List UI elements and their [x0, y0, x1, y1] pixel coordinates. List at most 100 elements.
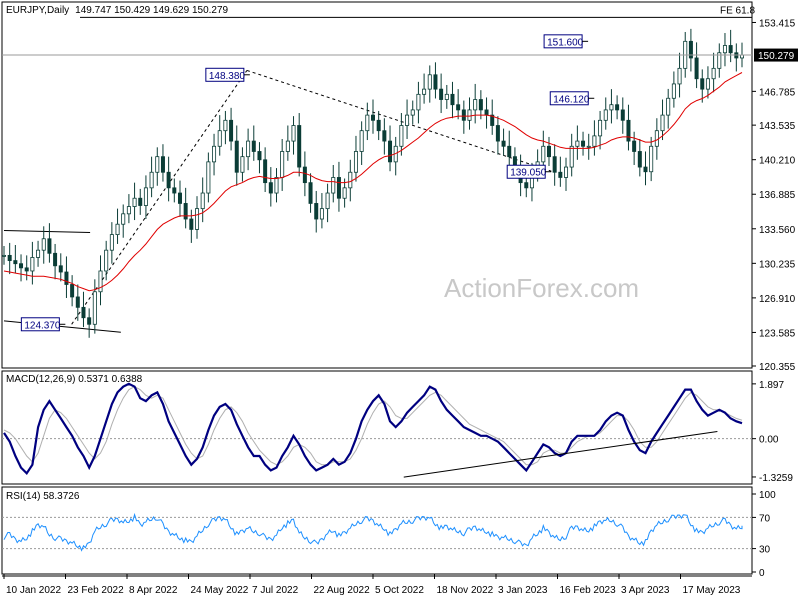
candle-body [143, 187, 148, 206]
svg-text:139.050: 139.050 [510, 168, 547, 179]
candle-body [694, 57, 699, 80]
candle-body [47, 238, 52, 254]
y-tick-label: 100 [759, 490, 776, 501]
candle-body [212, 145, 217, 163]
candle-body [138, 197, 143, 206]
candle-body [558, 171, 563, 178]
candle-body [81, 306, 86, 319]
candle-body [490, 114, 495, 126]
candle-body [234, 140, 239, 173]
macd-pane [1, 370, 753, 485]
candle-body [126, 206, 131, 215]
candle-body [581, 140, 586, 147]
svg-text:150.279: 150.279 [758, 51, 795, 62]
macd-signal-line [3, 386, 743, 466]
candle-body [677, 67, 682, 85]
candle-body [586, 145, 591, 148]
candle-body [200, 192, 205, 210]
candle-body [240, 156, 245, 173]
x-tick-label: 24 May 2022 [191, 585, 249, 596]
candle-body [308, 182, 313, 204]
y-tick-label: 120.355 [759, 362, 796, 373]
price-annotation: 148.380 [205, 67, 250, 82]
x-tick-label: 5 Oct 2022 [375, 585, 424, 596]
x-tick-label: 8 Apr 2022 [129, 585, 178, 596]
candle-body [87, 317, 92, 325]
candle-body [297, 125, 302, 168]
candle-body [654, 130, 659, 147]
candle-body [314, 203, 319, 220]
candle-body [280, 151, 285, 178]
y-tick-label: -1.3259 [759, 473, 793, 484]
candle-body [688, 40, 693, 59]
candle-body [365, 114, 370, 132]
candle-body [19, 263, 24, 269]
candle-body [473, 99, 478, 111]
y-tick-label: 126.910 [759, 294, 796, 305]
candle-body [501, 140, 506, 147]
candle-body [433, 74, 438, 90]
candle-body [620, 109, 625, 121]
candle-body [541, 145, 546, 163]
y-tick-label: 0 [759, 568, 765, 579]
candle-body [53, 252, 58, 267]
candle-body [450, 93, 455, 106]
candle-body [121, 213, 126, 225]
candle-body [302, 166, 307, 184]
candle-body [206, 161, 211, 194]
candle-body [370, 114, 375, 121]
candle-body [325, 192, 330, 210]
candle-body [467, 109, 472, 121]
candle-body [495, 125, 500, 142]
rsi-line [3, 512, 743, 552]
candle-body [626, 119, 631, 142]
watermark: ActionForex.com [444, 273, 639, 303]
chart-header: EURJPY,Daily 149.747 150.429 149.629 150.… [6, 5, 229, 16]
candle-body [649, 145, 654, 173]
candle-body [36, 249, 41, 258]
candle-body [149, 171, 154, 189]
candle-body [342, 187, 347, 199]
candle-body [115, 223, 120, 236]
candle-body [336, 177, 341, 199]
candle-body [257, 151, 262, 161]
candle-body [223, 119, 228, 132]
candle-body [251, 140, 256, 152]
x-tick-label: 10 Jan 2022 [6, 585, 61, 596]
x-tick-label: 22 Aug 2022 [314, 585, 371, 596]
candle-body [166, 171, 171, 189]
candle-body [666, 97, 671, 116]
candle-body [177, 192, 182, 204]
candle-body [598, 119, 603, 137]
x-tick-label: 18 Nov 2022 [437, 585, 494, 596]
svg-text:124.370: 124.370 [24, 320, 61, 331]
candle-body [603, 109, 608, 121]
candle-body [382, 130, 387, 142]
candle-body [58, 265, 63, 273]
candle-body [319, 208, 324, 220]
price-pane [1, 1, 753, 369]
candle-body [104, 249, 109, 272]
candle-body [632, 140, 637, 152]
candle-body [524, 182, 529, 189]
candle-body [268, 182, 273, 194]
candle-body [416, 93, 421, 111]
moving-average-line [3, 72, 743, 292]
y-tick-label: 123.585 [759, 328, 796, 339]
candle-body [291, 125, 296, 142]
candle-body [353, 151, 358, 173]
candle-body [564, 166, 569, 178]
svg-text:146.120: 146.120 [553, 94, 590, 105]
candle-body [172, 187, 177, 194]
macd-title: MACD(12,26,9) 0.5371 0.6388 [6, 374, 143, 385]
candle-body [399, 125, 404, 147]
candle-body [246, 140, 251, 158]
y-tick-label: 136.885 [759, 190, 796, 201]
candle-body [456, 104, 461, 111]
candle-body [13, 260, 18, 265]
candle-body [575, 140, 580, 147]
candle-body [388, 140, 393, 163]
candle-body [643, 166, 648, 173]
price-annotation: 146.120 [549, 91, 595, 106]
x-tick-label: 7 Jul 2022 [252, 585, 299, 596]
